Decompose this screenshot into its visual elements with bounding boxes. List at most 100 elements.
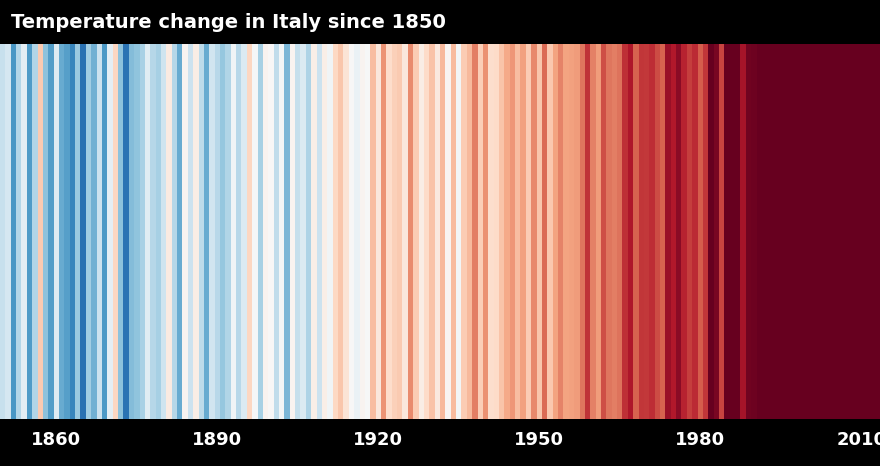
Bar (199, 44, 204, 419)
Bar (102, 44, 107, 419)
Bar (253, 44, 258, 419)
Bar (338, 44, 343, 419)
Bar (348, 44, 354, 419)
Text: 1890: 1890 (192, 432, 242, 449)
Bar (209, 44, 215, 419)
Bar (826, 44, 832, 419)
Bar (622, 44, 627, 419)
Bar (832, 44, 837, 419)
Bar (773, 44, 778, 419)
Bar (740, 44, 746, 419)
Bar (778, 44, 783, 419)
Bar (236, 44, 241, 419)
Bar (494, 44, 499, 419)
Bar (488, 44, 494, 419)
Bar (478, 44, 483, 419)
Text: Temperature change in Italy since 1850: Temperature change in Italy since 1850 (11, 13, 445, 32)
Bar (26, 44, 33, 419)
Bar (532, 44, 537, 419)
Bar (574, 44, 580, 419)
Bar (86, 44, 92, 419)
Bar (634, 44, 639, 419)
Bar (515, 44, 520, 419)
Bar (128, 44, 134, 419)
Bar (0, 44, 5, 419)
Bar (161, 44, 166, 419)
Bar (698, 44, 703, 419)
Bar (794, 44, 800, 419)
Text: 1980: 1980 (675, 432, 725, 449)
Bar (424, 44, 429, 419)
Bar (547, 44, 553, 419)
Bar (317, 44, 322, 419)
Bar (601, 44, 606, 419)
Bar (48, 44, 54, 419)
Bar (5, 44, 11, 419)
Bar (172, 44, 177, 419)
Bar (268, 44, 274, 419)
Bar (671, 44, 676, 419)
Bar (107, 44, 113, 419)
Bar (177, 44, 182, 419)
Bar (402, 44, 407, 419)
Bar (644, 44, 649, 419)
Bar (746, 44, 752, 419)
Bar (145, 44, 150, 419)
Bar (407, 44, 414, 419)
Bar (445, 44, 451, 419)
Bar (182, 44, 187, 419)
Bar (64, 44, 70, 419)
Bar (585, 44, 590, 419)
Bar (537, 44, 542, 419)
Bar (215, 44, 220, 419)
Bar (134, 44, 140, 419)
Bar (473, 44, 478, 419)
Bar (810, 44, 816, 419)
Bar (451, 44, 456, 419)
Bar (343, 44, 348, 419)
Bar (805, 44, 810, 419)
Bar (204, 44, 209, 419)
Bar (837, 44, 842, 419)
Bar (788, 44, 794, 419)
Bar (864, 44, 869, 419)
Bar (306, 44, 312, 419)
Bar (360, 44, 365, 419)
Bar (461, 44, 466, 419)
Bar (258, 44, 263, 419)
Bar (295, 44, 300, 419)
Bar (627, 44, 634, 419)
Bar (370, 44, 376, 419)
Bar (113, 44, 118, 419)
Bar (762, 44, 767, 419)
Bar (800, 44, 805, 419)
Bar (397, 44, 402, 419)
Bar (649, 44, 655, 419)
Bar (166, 44, 172, 419)
Bar (75, 44, 80, 419)
Bar (859, 44, 864, 419)
Bar (612, 44, 617, 419)
Bar (365, 44, 370, 419)
Bar (869, 44, 875, 419)
Bar (327, 44, 333, 419)
Bar (97, 44, 102, 419)
Bar (730, 44, 735, 419)
Bar (676, 44, 681, 419)
Bar (526, 44, 532, 419)
Bar (708, 44, 714, 419)
Bar (140, 44, 145, 419)
Bar (80, 44, 86, 419)
Text: 1860: 1860 (32, 432, 82, 449)
Bar (150, 44, 156, 419)
Bar (590, 44, 596, 419)
Bar (553, 44, 558, 419)
Text: 2010: 2010 (836, 432, 880, 449)
Text: 1920: 1920 (353, 432, 403, 449)
Bar (665, 44, 671, 419)
Bar (118, 44, 123, 419)
Bar (816, 44, 821, 419)
Bar (510, 44, 515, 419)
Bar (231, 44, 236, 419)
Bar (21, 44, 26, 419)
